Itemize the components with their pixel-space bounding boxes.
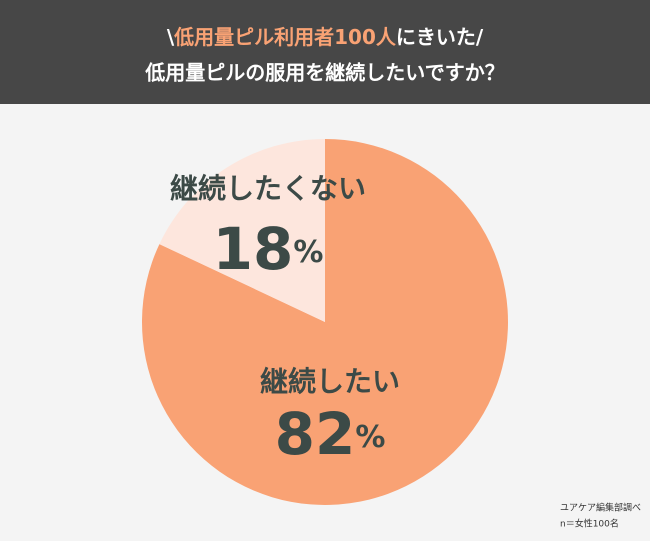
slice-value-label: 18% xyxy=(213,215,324,283)
slice-category-label: 継続したくない xyxy=(170,172,366,205)
pie-slice xyxy=(159,139,325,322)
source-note: ユアケア編集部調べ xyxy=(560,502,641,514)
slice-value-label: 82% xyxy=(275,400,386,468)
title-prefix: \ xyxy=(167,25,175,49)
title-suffix: にきいた/ xyxy=(396,25,484,49)
chart-title: \低用量ピル利用者100人にきいた/ xyxy=(167,25,484,49)
slice-category-label: 継続したい xyxy=(260,365,400,398)
header xyxy=(0,0,650,104)
sample-note: n＝女性100名 xyxy=(560,518,619,530)
title-highlight: 低用量ピル利用者100人 xyxy=(173,25,397,49)
chart-subtitle: 低用量ピルの服用を継続したいですか？ xyxy=(144,61,504,85)
